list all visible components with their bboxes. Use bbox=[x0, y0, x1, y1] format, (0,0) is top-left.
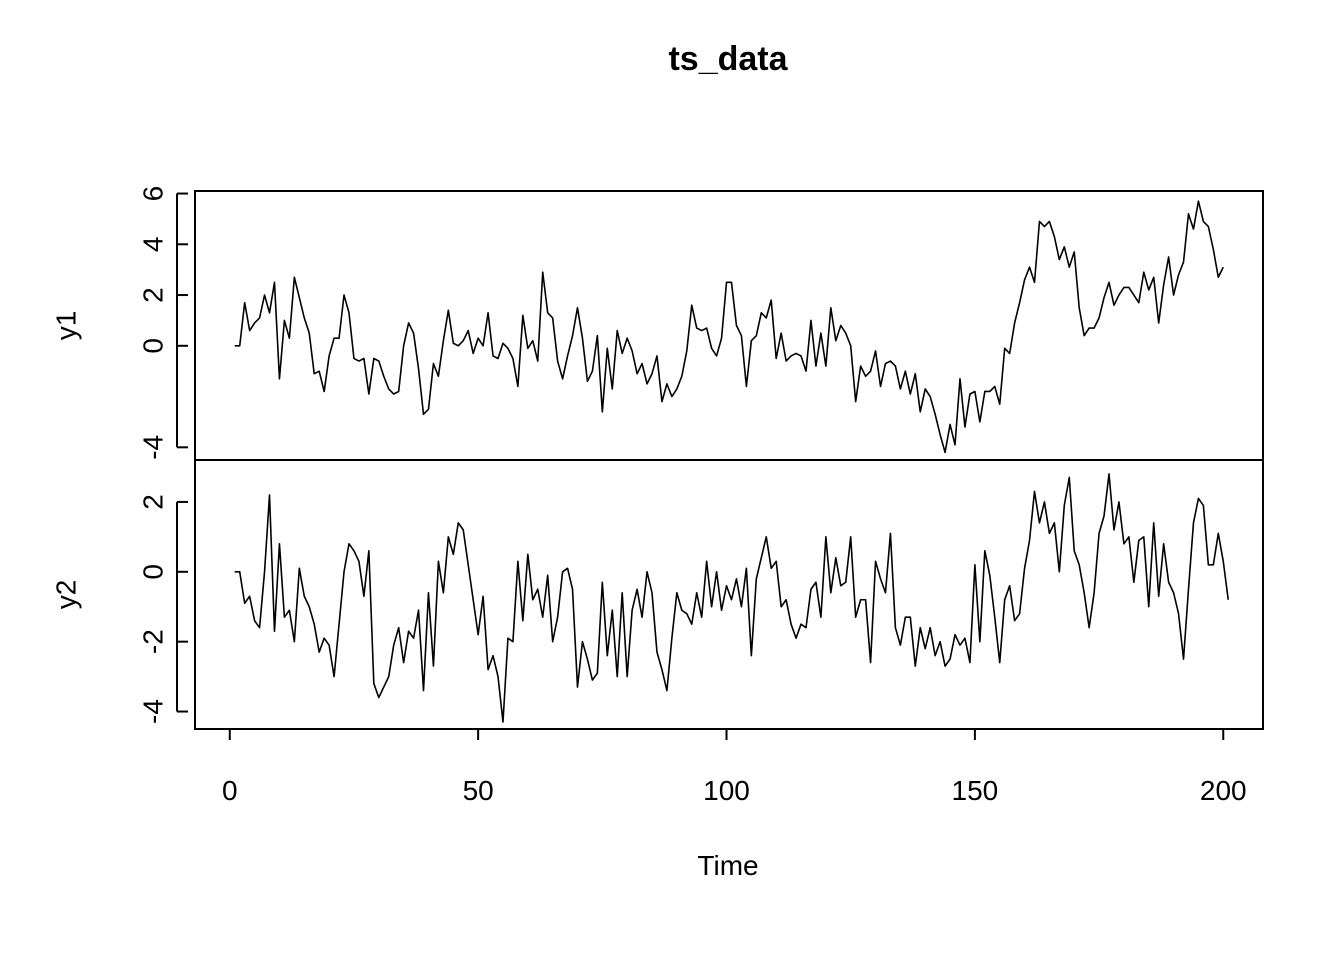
x-tick-label-0: 0 bbox=[222, 775, 238, 806]
y-tick-label-y2-2: 0 bbox=[137, 564, 168, 580]
y-tick-label-y2-0: -4 bbox=[137, 699, 168, 724]
y-tick-label-y2-1: -2 bbox=[137, 629, 168, 654]
x-tick-label-4: 200 bbox=[1200, 775, 1247, 806]
panel-frame-y1 bbox=[194, 190, 1264, 461]
y-tick-label-y2-3: 2 bbox=[137, 494, 168, 510]
y-axis-title-y1: y1 bbox=[50, 311, 81, 341]
y-tick-label-y1-2: 2 bbox=[137, 287, 168, 303]
y-tick-label-y1-1: 0 bbox=[137, 338, 168, 354]
x-tick-label-3: 150 bbox=[952, 775, 999, 806]
x-tick-label-1: 50 bbox=[463, 775, 494, 806]
x-tick-label-2: 100 bbox=[703, 775, 750, 806]
y-axis-title-y2: y2 bbox=[50, 580, 81, 610]
y-tick-label-y1-4: 6 bbox=[137, 186, 168, 202]
y-tick-label-y1-0: -4 bbox=[137, 435, 168, 460]
y-tick-label-y1-3: 4 bbox=[137, 237, 168, 253]
chart-title: ts_data bbox=[668, 40, 788, 78]
series-line-y2 bbox=[234, 473, 1230, 723]
series-line-y1 bbox=[234, 200, 1224, 454]
x-axis-title: Time bbox=[697, 850, 758, 881]
